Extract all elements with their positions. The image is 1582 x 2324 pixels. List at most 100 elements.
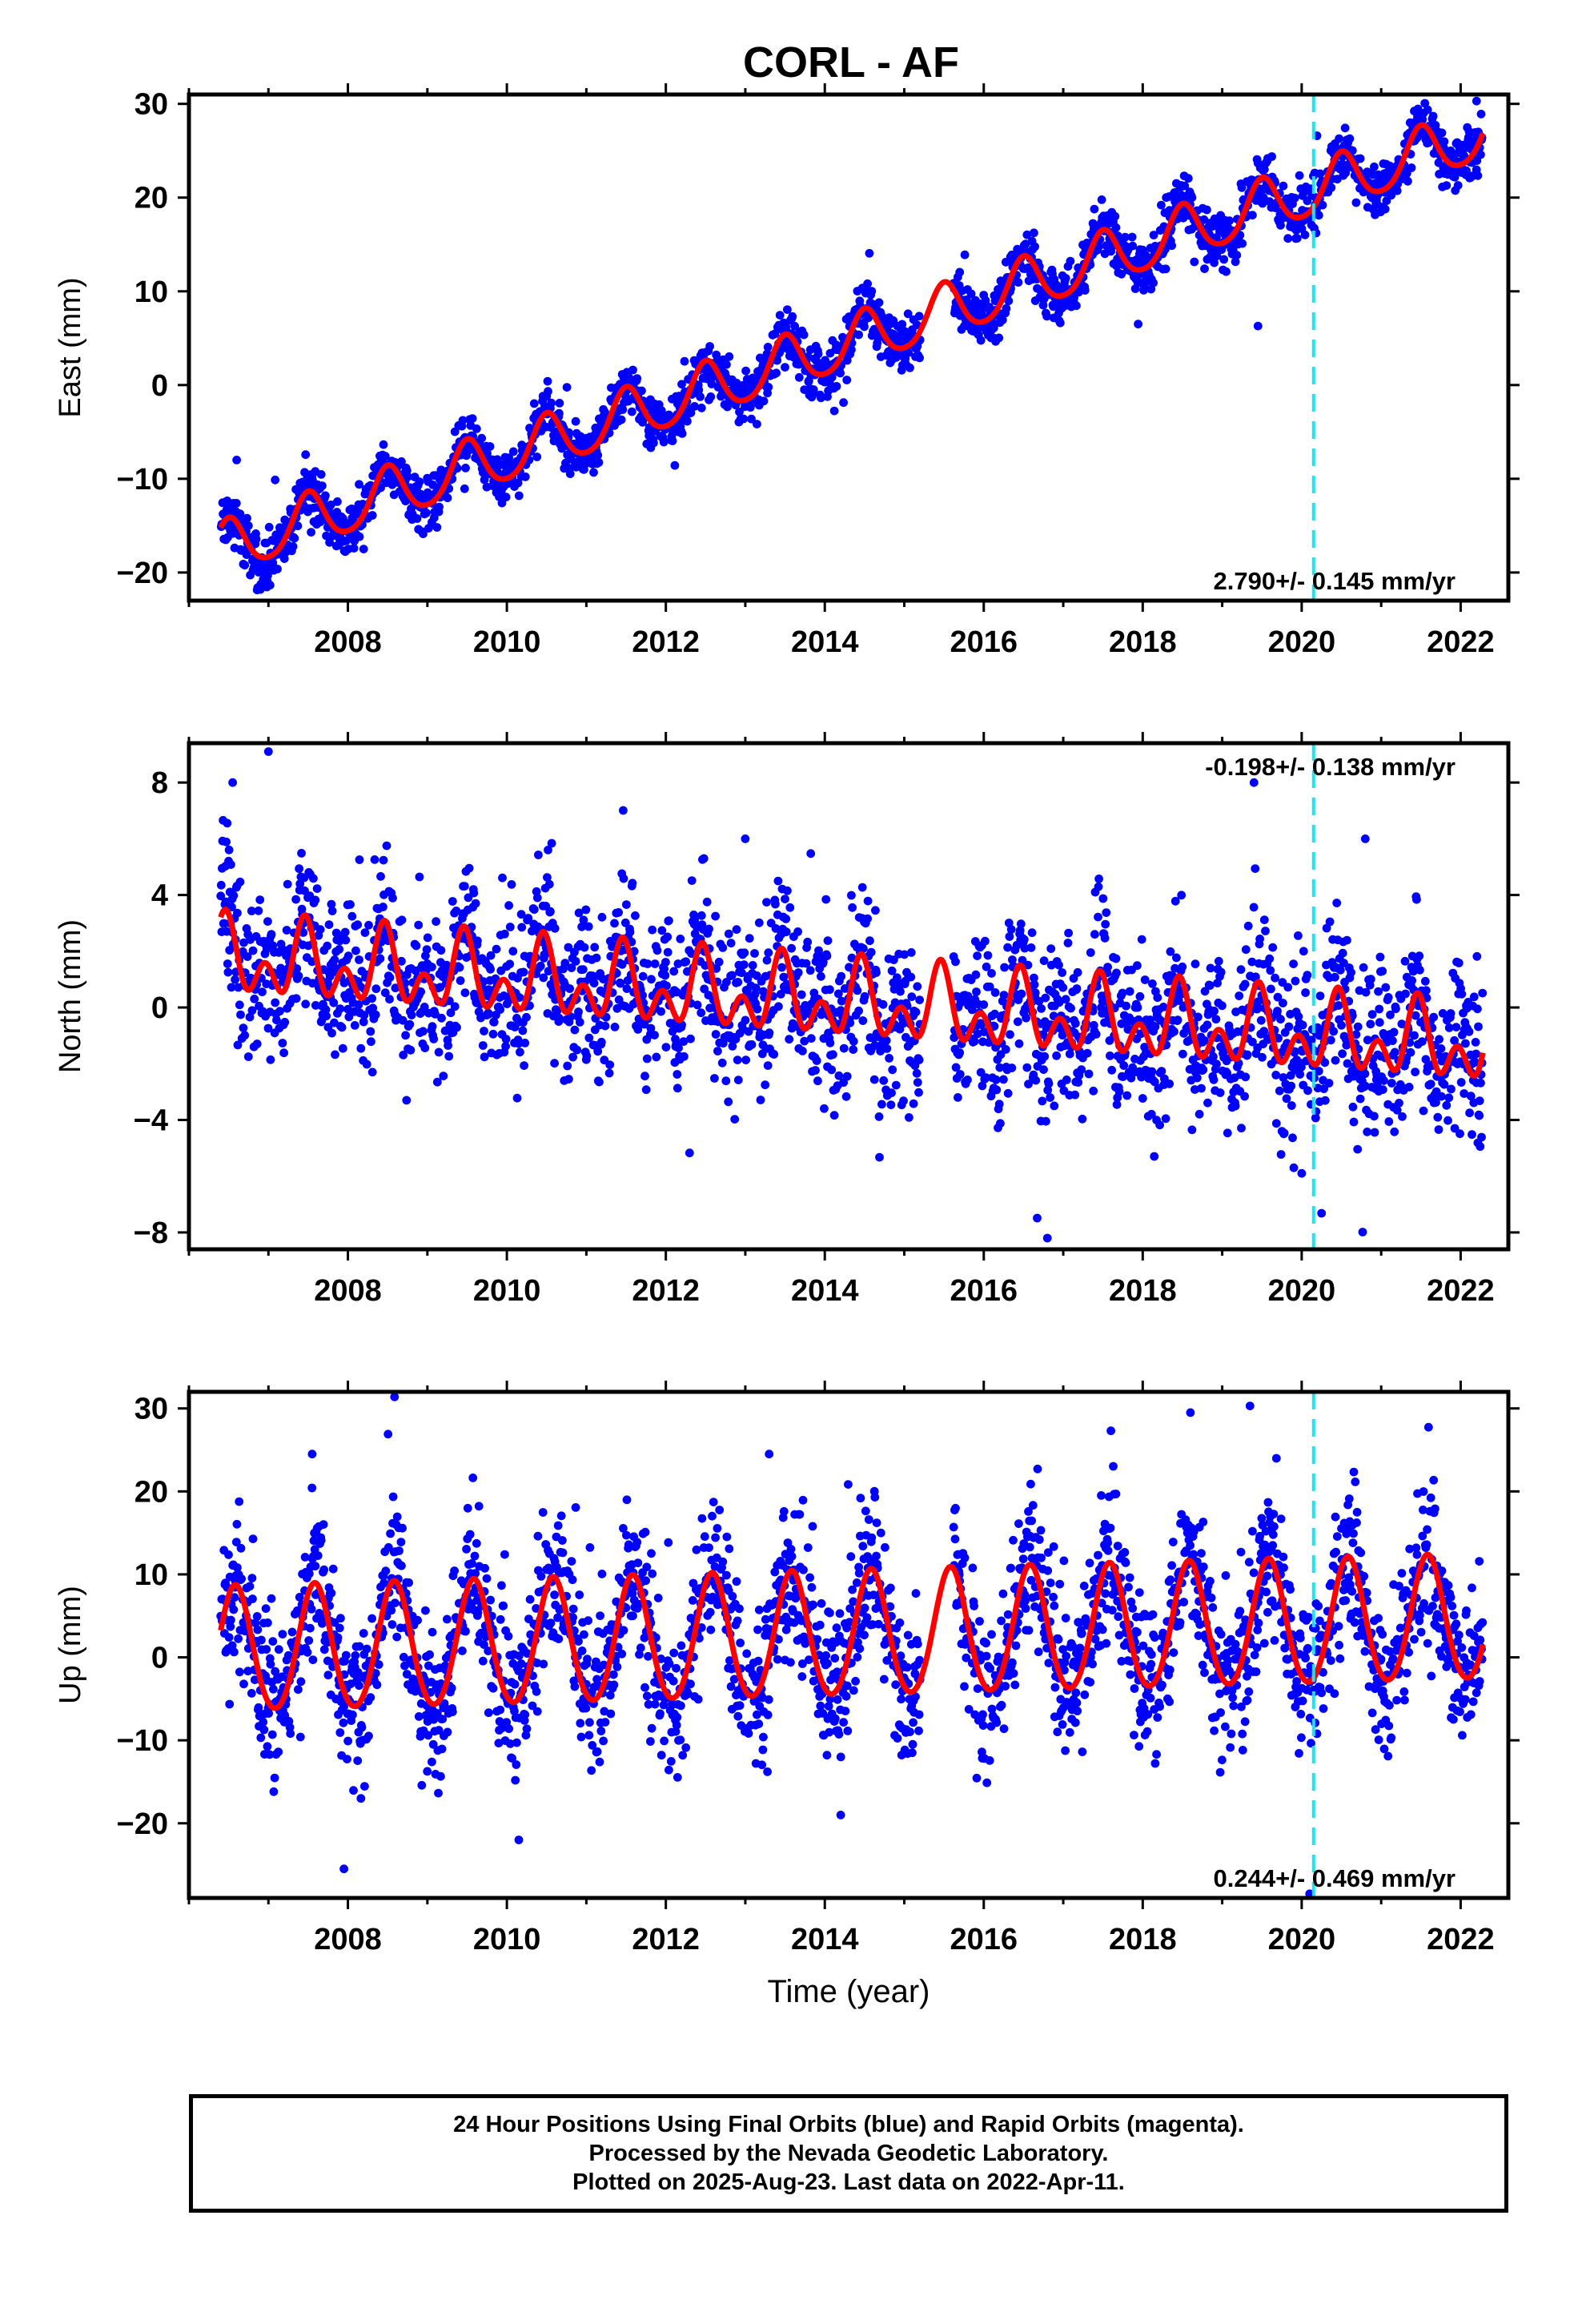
data-point [829, 406, 839, 416]
data-point [1114, 1087, 1124, 1096]
data-point [355, 480, 363, 489]
data-point [863, 896, 873, 906]
data-point [1231, 1101, 1240, 1111]
data-point [853, 986, 862, 995]
data-point [434, 1047, 444, 1057]
data-point [1475, 1111, 1484, 1120]
y-tick-label: −8 [134, 1216, 168, 1250]
data-point [652, 1052, 661, 1062]
data-point [702, 897, 712, 907]
data-point [399, 1051, 408, 1059]
data-point [759, 396, 769, 406]
data-point [508, 447, 518, 456]
data-point [1111, 223, 1121, 232]
data-point [849, 1036, 858, 1046]
data-point [1033, 1213, 1042, 1223]
data-point [397, 956, 406, 966]
data-point [327, 907, 337, 915]
data-point [501, 1035, 511, 1043]
data-point [1294, 931, 1303, 940]
data-point [309, 874, 318, 883]
data-point [727, 971, 737, 980]
data-point [331, 1050, 339, 1059]
data-point [1080, 286, 1090, 295]
data-point [1279, 1128, 1289, 1138]
data-point [771, 899, 780, 909]
data-point [247, 1689, 256, 1698]
data-point [686, 1034, 695, 1043]
data-point [574, 1007, 583, 1016]
data-point [239, 1679, 248, 1689]
data-point [1411, 1068, 1419, 1076]
data-point [693, 1000, 702, 1010]
data-point [649, 438, 658, 448]
data-point [1287, 1081, 1296, 1091]
data-point [1395, 1099, 1403, 1108]
data-point [647, 975, 656, 984]
data-point [773, 356, 782, 365]
x-tick-label: 2022 [1427, 1274, 1495, 1308]
east-model-curve [218, 122, 1486, 561]
data-point [1121, 232, 1130, 242]
data-point [1122, 1001, 1130, 1011]
data-point [1378, 967, 1387, 976]
data-point [1267, 152, 1276, 161]
data-point [614, 908, 623, 917]
data-point [268, 558, 278, 568]
data-point [498, 873, 507, 883]
data-point [793, 927, 802, 936]
data-point [1273, 1007, 1282, 1015]
data-point [1138, 1094, 1147, 1103]
data-point [423, 933, 432, 943]
data-point [232, 1519, 242, 1529]
data-point [1450, 172, 1460, 182]
data-point [330, 955, 339, 964]
data-point [1042, 312, 1051, 321]
data-point [478, 1041, 488, 1050]
data-point [1315, 991, 1325, 1000]
data-point [577, 922, 586, 931]
data-point [224, 1633, 234, 1642]
data-point [1148, 979, 1157, 988]
data-point [751, 983, 761, 993]
data-point [1014, 1039, 1024, 1048]
data-point [1478, 988, 1488, 998]
data-point [406, 1045, 416, 1055]
data-point [1243, 1050, 1252, 1059]
data-point [1420, 976, 1430, 986]
data-point [1353, 1144, 1363, 1154]
data-point [224, 845, 234, 854]
data-point [817, 971, 825, 981]
data-point [432, 917, 440, 927]
data-point [1457, 989, 1467, 999]
data-point [960, 250, 970, 259]
data-point [1381, 983, 1391, 992]
data-point [259, 1725, 269, 1735]
data-point [648, 925, 657, 935]
data-point [319, 1565, 329, 1574]
data-point [987, 969, 996, 978]
data-point [877, 312, 886, 320]
data-point [1456, 1129, 1464, 1139]
data-point [223, 818, 232, 828]
data-point [617, 959, 627, 969]
data-point [1472, 951, 1482, 961]
data-point [673, 1070, 682, 1079]
data-point [286, 1729, 295, 1739]
data-point [863, 279, 872, 288]
data-point [1351, 198, 1361, 207]
data-point [349, 544, 359, 553]
data-point [1094, 242, 1103, 251]
data-point [1420, 99, 1430, 108]
data-point [1380, 204, 1390, 214]
data-point [610, 919, 619, 928]
data-point [913, 1078, 922, 1087]
data-point [479, 977, 488, 987]
data-point [685, 1148, 694, 1158]
data-point [536, 961, 545, 971]
data-point [1298, 1020, 1307, 1030]
data-point [316, 470, 326, 479]
data-point [638, 971, 648, 981]
data-point [847, 345, 856, 355]
data-point [604, 1068, 614, 1078]
